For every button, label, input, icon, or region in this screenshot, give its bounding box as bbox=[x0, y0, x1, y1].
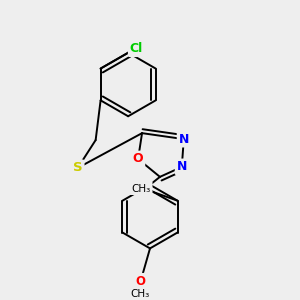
Text: O: O bbox=[141, 182, 151, 195]
Text: O: O bbox=[133, 152, 143, 166]
Text: CH₃: CH₃ bbox=[132, 184, 151, 194]
Text: N: N bbox=[178, 133, 189, 146]
Text: N: N bbox=[177, 160, 187, 173]
Text: Cl: Cl bbox=[130, 42, 143, 55]
Text: O: O bbox=[135, 275, 145, 288]
Text: S: S bbox=[73, 161, 82, 174]
Text: CH₃: CH₃ bbox=[130, 289, 150, 299]
